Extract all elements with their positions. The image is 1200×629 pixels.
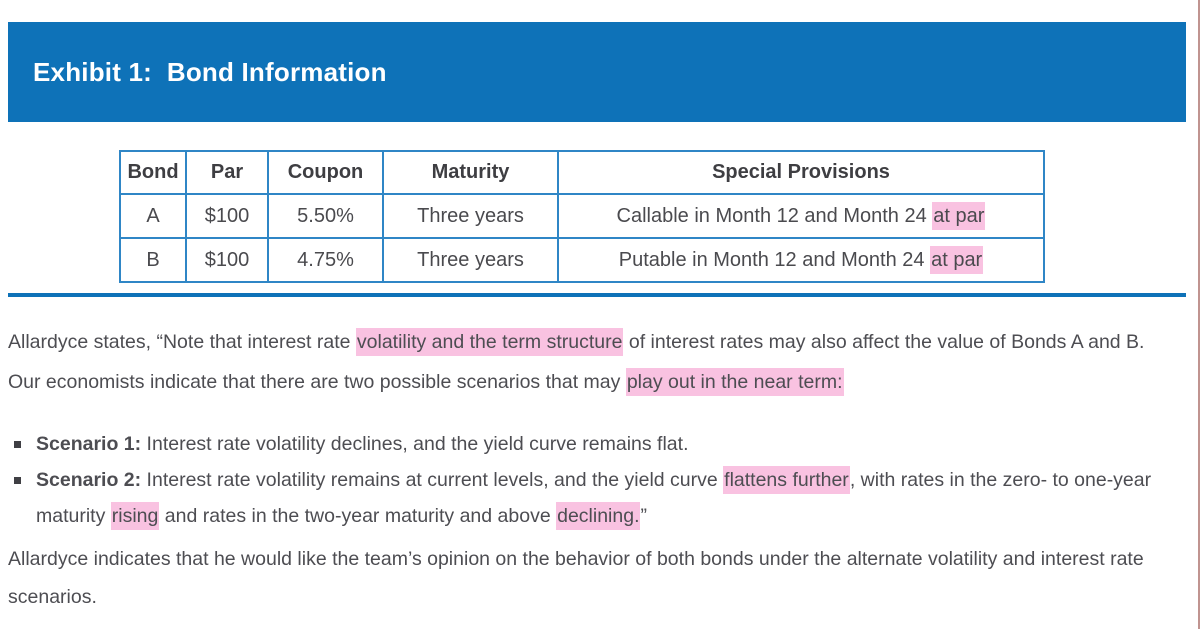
text-segment: Scenario 1: bbox=[36, 433, 142, 455]
cell-coupon: 4.75% bbox=[267, 237, 384, 283]
bond-table: Bond Par Coupon Maturity Special Provisi… bbox=[119, 150, 1045, 283]
cell-par: $100 bbox=[185, 237, 269, 283]
column-header-maturity: Maturity bbox=[382, 150, 559, 195]
scenario-list: Scenario 1: Interest rate volatility dec… bbox=[14, 426, 1174, 534]
table-row-bond-a: A $100 5.50% Three years Callable in Mon… bbox=[119, 193, 1045, 239]
cell-par: $100 bbox=[185, 193, 269, 239]
list-item-scenario-1: Scenario 1: Interest rate volatility dec… bbox=[14, 426, 1174, 462]
cell-bond: B bbox=[119, 237, 187, 283]
exhibit-title: Exhibit 1: Bond Information bbox=[33, 56, 387, 87]
cell-bond: A bbox=[119, 193, 187, 239]
text-segment: Allardyce states, “Note that interest ra… bbox=[8, 331, 356, 353]
text-segment: of interest rates may also affect the va… bbox=[8, 331, 1145, 393]
table-header-row: Bond Par Coupon Maturity Special Provisi… bbox=[119, 150, 1045, 195]
text-segment: Interest rate volatility declines, and t… bbox=[141, 433, 689, 455]
highlighted-text: at par bbox=[932, 201, 986, 230]
exhibit-header-bar: Exhibit 1: Bond Information bbox=[8, 22, 1186, 122]
text-segment: , with rates in the zero- to one-year ma… bbox=[36, 469, 1152, 527]
cell-special-provisions: Putable in Month 12 and Month 24 at par bbox=[557, 237, 1045, 283]
column-header-coupon: Coupon bbox=[267, 150, 384, 195]
cell-special-provisions: Callable in Month 12 and Month 24 at par bbox=[557, 193, 1045, 239]
column-header-par: Par bbox=[185, 150, 269, 195]
text-segment: ” bbox=[640, 505, 647, 527]
highlighted-text: at par bbox=[930, 245, 984, 274]
bullet-square-icon bbox=[14, 477, 21, 484]
cell-coupon: 5.50% bbox=[267, 193, 384, 239]
text-segment: Scenario 2: bbox=[36, 469, 142, 491]
text-segment: and rates in the two-year maturity and a… bbox=[159, 505, 557, 527]
cell-maturity: Three years bbox=[382, 237, 559, 283]
highlighted-text: declining. bbox=[556, 502, 641, 530]
bullet-square-icon bbox=[14, 441, 21, 448]
column-header-bond: Bond bbox=[119, 150, 187, 195]
highlighted-text: rising bbox=[110, 502, 160, 530]
highlighted-text: play out in the near term: bbox=[625, 368, 844, 396]
highlighted-text: flattens further bbox=[723, 466, 850, 494]
table-row-bond-b: B $100 4.75% Three years Putable in Mont… bbox=[119, 237, 1045, 283]
paragraph-volatility-statement: Allardyce states, “Note that interest ra… bbox=[8, 322, 1180, 402]
cell-maturity: Three years bbox=[382, 193, 559, 239]
list-item-scenario-2: Scenario 2: Interest rate volatility rem… bbox=[14, 462, 1174, 534]
highlighted-text: volatility and the term structure bbox=[355, 328, 624, 356]
scenario-1-text: Scenario 1: Interest rate volatility dec… bbox=[36, 426, 688, 462]
column-header-special-provisions: Special Provisions bbox=[557, 150, 1045, 195]
paragraph-closing-statement: Allardyce indicates that he would like t… bbox=[8, 548, 1144, 608]
text-segment: Interest rate volatility remains at curr… bbox=[141, 469, 724, 491]
scenario-2-text: Scenario 2: Interest rate volatility rem… bbox=[36, 462, 1174, 534]
section-divider-rule bbox=[8, 293, 1186, 297]
text-segment: Callable in Month 12 and Month 24 bbox=[616, 204, 933, 227]
text-segment: Putable in Month 12 and Month 24 bbox=[618, 248, 931, 271]
